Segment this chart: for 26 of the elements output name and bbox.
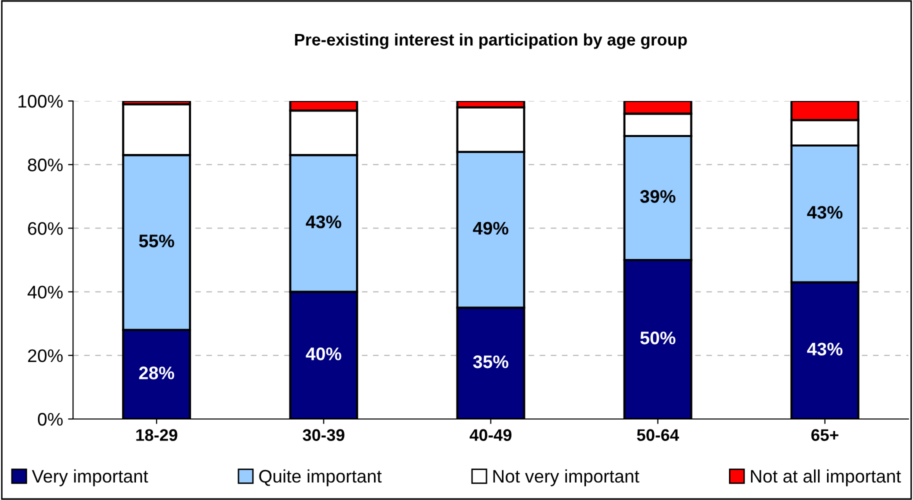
data-label: 43%: [807, 342, 842, 356]
chart-title: Pre-existing interest in participation by age group: [295, 33, 687, 49]
x-tick-label: 65+: [811, 429, 838, 441]
data-label: 40%: [306, 347, 342, 360]
y-tick-label: 20%: [28, 349, 63, 362]
y-tick-label: 0%: [38, 412, 63, 426]
x-tick-label: 30-39: [302, 429, 344, 441]
legend-label: Not at all important: [751, 469, 901, 486]
data-label: 49%: [472, 222, 508, 235]
data-label: 39%: [640, 190, 676, 203]
x-tick-label: 18-29: [136, 429, 178, 441]
y-tick-label: 60%: [28, 222, 63, 235]
data-label: 43%: [807, 206, 842, 219]
y-tick-label: 80%: [28, 158, 63, 172]
x-tick-label: 50-64: [637, 429, 680, 441]
y-tick-label: 40%: [28, 286, 63, 299]
legend-label: Not very important: [493, 469, 640, 486]
y-tick-label: 100%: [18, 94, 63, 108]
x-tick-label: 40-49: [470, 429, 512, 441]
legend-label: Very important: [32, 469, 148, 486]
data-label: 55%: [139, 234, 174, 248]
data-label: 50%: [640, 332, 676, 344]
data-label: 35%: [473, 355, 508, 368]
data-label: 28%: [139, 366, 174, 380]
legend-label: Quite important: [259, 469, 382, 486]
data-label: 43%: [306, 215, 342, 228]
